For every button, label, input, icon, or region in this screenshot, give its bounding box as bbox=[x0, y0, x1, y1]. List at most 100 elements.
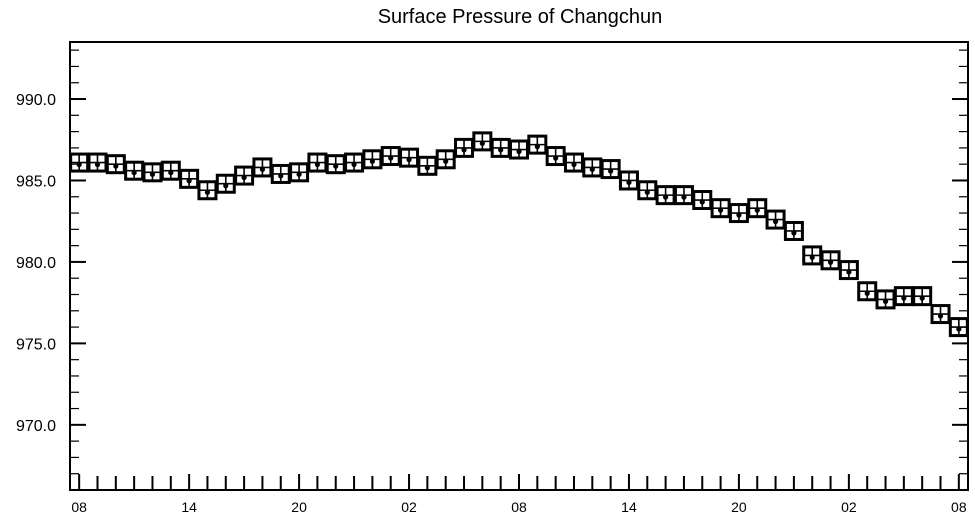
x-axis: 08 14 20 02 08 14 20 02 08 bbox=[71, 474, 967, 515]
data-point-marker bbox=[234, 165, 255, 186]
marker-dot bbox=[461, 147, 467, 153]
marker-dot bbox=[241, 174, 247, 181]
data-point-marker bbox=[710, 198, 731, 219]
chart-title: Surface Pressure of Changchun bbox=[378, 6, 663, 28]
y-tick-label: 975.0 bbox=[16, 336, 56, 353]
data-point-marker bbox=[563, 152, 584, 173]
data-point-marker bbox=[545, 146, 566, 167]
marker-dot bbox=[571, 161, 577, 168]
marker-dot bbox=[296, 171, 302, 177]
data-point-marker bbox=[179, 168, 200, 189]
marker-dot bbox=[168, 170, 174, 176]
marker-dot bbox=[901, 295, 907, 301]
data-point-marker bbox=[509, 139, 529, 160]
data-point-marker bbox=[197, 180, 218, 201]
marker-dot bbox=[149, 171, 156, 177]
marker-dot bbox=[369, 158, 375, 164]
x-tick-label: 02 bbox=[401, 499, 417, 515]
marker-dot bbox=[681, 194, 687, 200]
data-point-marker bbox=[930, 304, 951, 325]
marker-dot bbox=[516, 148, 522, 155]
marker-dot bbox=[333, 163, 339, 169]
marker-dot bbox=[644, 189, 650, 195]
data-point-marker bbox=[783, 220, 804, 241]
marker-dot bbox=[94, 161, 101, 168]
marker-dot bbox=[553, 155, 559, 161]
data-point-marker bbox=[435, 149, 456, 170]
data-point-marker bbox=[875, 289, 896, 310]
x-tick-label: 20 bbox=[291, 499, 307, 515]
y-axis: 970.0 975.0 980.0 985.0 990.0 bbox=[16, 49, 968, 491]
marker-dot bbox=[717, 207, 724, 213]
marker-dot bbox=[589, 166, 595, 173]
data-point-marker bbox=[692, 190, 713, 211]
marker-dot bbox=[919, 295, 925, 301]
x-tick-label: 08 bbox=[951, 499, 967, 515]
data-point-marker bbox=[893, 286, 914, 307]
marker-dot bbox=[736, 212, 742, 218]
data-point-marker bbox=[252, 157, 273, 178]
marker-dot bbox=[259, 166, 266, 173]
data-point-marker bbox=[69, 152, 90, 173]
marker-dot bbox=[443, 158, 449, 164]
data-point-marker bbox=[912, 286, 933, 307]
marker-dot bbox=[113, 163, 119, 169]
marker-dot bbox=[663, 194, 669, 200]
marker-dot bbox=[754, 207, 760, 213]
marker-dot bbox=[479, 140, 485, 146]
data-point-marker bbox=[600, 159, 621, 180]
data-point-marker bbox=[362, 149, 383, 170]
data-point-marker bbox=[270, 163, 291, 184]
marker-dot bbox=[956, 326, 962, 332]
x-tick-label: 20 bbox=[731, 499, 747, 515]
data-point-marker bbox=[747, 198, 768, 219]
marker-dot bbox=[608, 168, 614, 174]
x-tick-label: 08 bbox=[71, 499, 87, 515]
data-point-marker bbox=[105, 154, 126, 175]
y-tick-label: 980.0 bbox=[16, 255, 56, 272]
data-point-marker bbox=[454, 137, 475, 158]
y-tick-label: 990.0 bbox=[16, 92, 56, 109]
marker-dot bbox=[186, 178, 192, 184]
data-point-marker bbox=[948, 317, 969, 338]
data-markers bbox=[69, 131, 969, 338]
marker-dot bbox=[827, 259, 834, 265]
data-point-marker bbox=[87, 152, 108, 173]
marker-dot bbox=[131, 170, 137, 176]
marker-dot bbox=[223, 183, 229, 189]
marker-dot bbox=[809, 254, 815, 261]
data-point-marker bbox=[344, 152, 365, 173]
marker-dot bbox=[937, 313, 944, 319]
data-point-marker bbox=[380, 146, 401, 167]
marker-dot bbox=[278, 173, 284, 179]
data-point-marker bbox=[637, 180, 658, 201]
data-point-marker bbox=[527, 134, 548, 155]
y-tick-label: 970.0 bbox=[16, 418, 56, 435]
data-point-marker bbox=[417, 155, 438, 176]
data-point-marker bbox=[765, 209, 786, 230]
plot-frame bbox=[69, 41, 969, 491]
marker-dot bbox=[699, 199, 705, 205]
data-point-marker bbox=[820, 250, 841, 271]
marker-dot bbox=[846, 269, 852, 275]
data-point-marker bbox=[124, 160, 145, 181]
marker-dot bbox=[791, 230, 797, 236]
marker-dot bbox=[424, 165, 430, 171]
marker-dot bbox=[772, 218, 779, 225]
marker-dot bbox=[76, 161, 82, 168]
data-point-marker bbox=[307, 152, 328, 173]
data-point-marker bbox=[289, 162, 310, 183]
data-point-marker bbox=[142, 162, 163, 183]
marker-dot bbox=[388, 155, 394, 161]
marker-dot bbox=[498, 147, 504, 153]
marker-dot bbox=[351, 161, 357, 168]
marker-dot bbox=[204, 189, 211, 195]
data-point-marker bbox=[160, 160, 181, 181]
x-tick-label: 02 bbox=[841, 499, 857, 515]
x-tick-label: 08 bbox=[511, 499, 527, 515]
data-point-marker bbox=[582, 157, 603, 178]
data-point-marker bbox=[673, 185, 694, 206]
data-point-marker bbox=[399, 147, 420, 168]
data-point-marker bbox=[728, 203, 749, 224]
